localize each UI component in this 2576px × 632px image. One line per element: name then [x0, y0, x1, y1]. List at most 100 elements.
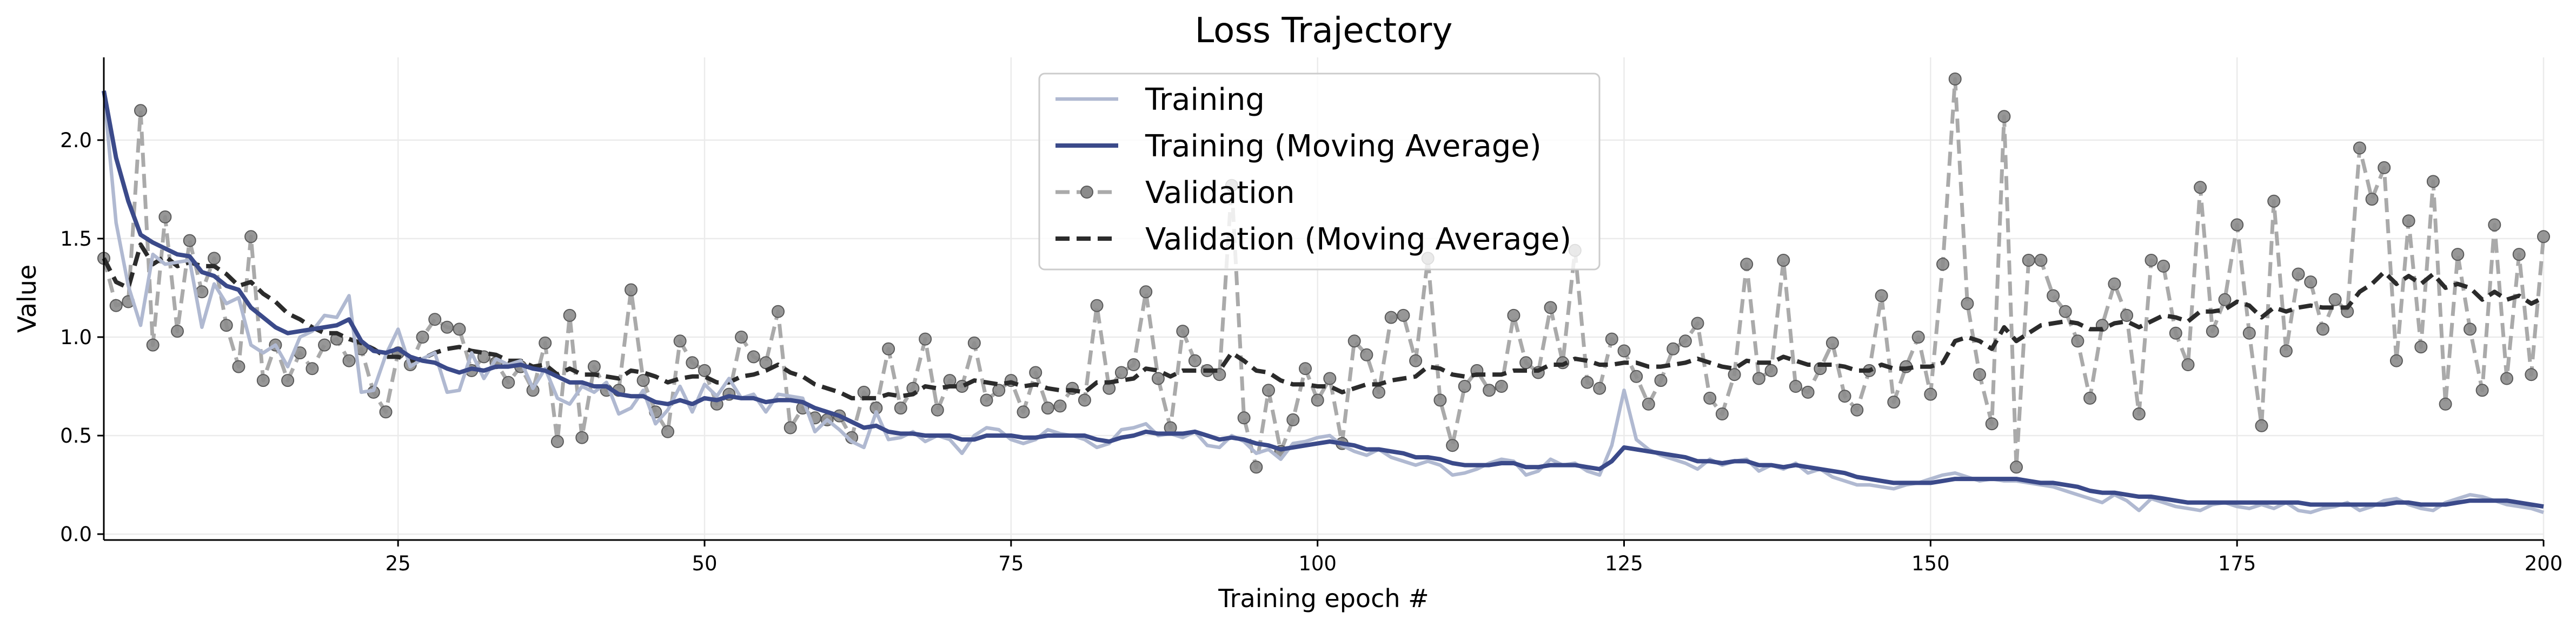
validation-point [747, 350, 760, 364]
legend-box [1038, 73, 1601, 271]
validation-point [1262, 384, 1275, 397]
validation-point [171, 325, 184, 338]
validation-point [1703, 391, 1717, 405]
validation-point [1825, 336, 1839, 350]
validation-point [1728, 368, 1741, 381]
validation-point [2047, 289, 2060, 302]
series-line-training [102, 90, 2544, 515]
validation-point [539, 336, 552, 350]
validation-point [1801, 385, 1815, 399]
validation-point [2145, 254, 2158, 267]
validation-point [2242, 326, 2256, 340]
validation-point [882, 342, 895, 356]
validation-point [2022, 254, 2035, 267]
validation-point [980, 393, 993, 407]
validation-point [894, 401, 907, 415]
validation-point [1311, 393, 1324, 407]
legend-label: Training [1145, 82, 1265, 117]
validation-point [502, 376, 515, 389]
validation-point [550, 435, 564, 448]
validation-point [636, 374, 650, 387]
validation-point [1961, 297, 1974, 311]
legend-rows: Training Training (Moving Average) Validat… [1055, 82, 1571, 257]
validation-point [1838, 390, 1851, 403]
validation-point [1127, 358, 1140, 371]
validation-point [306, 362, 319, 376]
validation-point [2279, 344, 2293, 358]
y-tick-label: 2.0 [60, 129, 92, 152]
validation-point [1789, 380, 1802, 393]
validation-point [784, 421, 797, 435]
y-tick-label: 0.5 [60, 424, 92, 447]
validation-point [1936, 258, 1949, 271]
series-line-training-moving-average [102, 90, 2544, 509]
y-axis-label: Value [12, 265, 42, 333]
validation-point [453, 322, 466, 336]
x-tick-label: 50 [692, 552, 717, 575]
validation-point [183, 234, 196, 247]
validation-point [1593, 381, 1606, 395]
validation-point [2475, 384, 2489, 397]
validation-point [1691, 317, 1704, 330]
validation-point [2537, 230, 2550, 243]
validation-point [1397, 308, 1410, 322]
x-tick-label: 200 [2525, 552, 2563, 575]
tick-layer: 25 50 75 100 125 150 175 200 0.0 0.5 1.0 1.5 2.0 [60, 129, 2562, 575]
chart-title: Loss Trajectory [1195, 11, 1453, 51]
validation-point [208, 252, 221, 265]
validation-point [2206, 325, 2219, 338]
validation-point [1017, 405, 1030, 419]
validation-point [1458, 380, 1471, 393]
validation-point [416, 331, 429, 344]
validation-point [563, 308, 576, 322]
validation-point [1875, 289, 1888, 302]
validation-point [109, 299, 123, 312]
validation-point [967, 336, 981, 350]
validation-point [2525, 368, 2538, 381]
validation-point [158, 210, 172, 223]
validation-point [2500, 372, 2513, 385]
validation-point [1617, 344, 1631, 358]
legend: Training Training (Moving Average) Validat… [1038, 73, 1601, 271]
validation-point [428, 313, 442, 326]
validation-point [1446, 439, 1459, 452]
validation-point [1409, 354, 1423, 367]
validation-point [2426, 175, 2440, 188]
validation-point [1764, 364, 1778, 377]
validation-point [1850, 403, 1864, 417]
validation-point [686, 356, 699, 370]
axes-layer [103, 57, 2544, 541]
validation-point [1323, 372, 1337, 385]
validation-point [2439, 397, 2452, 411]
validation-point [1384, 311, 1398, 324]
validation-point [1630, 370, 1643, 383]
validation-point [2120, 308, 2134, 322]
validation-point [244, 230, 258, 243]
validation-point [1078, 393, 1091, 407]
validation-point [1053, 399, 1067, 413]
x-tick-label: 75 [998, 552, 1024, 575]
validation-point [2451, 248, 2465, 261]
validation-point [1029, 366, 1043, 379]
validation-point [1237, 411, 1251, 425]
validation-point [1887, 396, 1901, 409]
x-tick-label: 125 [1605, 552, 1643, 575]
validation-point [2255, 419, 2268, 432]
x-axis-label: Training epoch # [1218, 584, 1429, 613]
validation-point [1372, 385, 1385, 399]
validation-point [1948, 73, 1962, 85]
validation-point [673, 334, 687, 348]
validation-point [1299, 362, 1312, 376]
legend-label: Validation [1145, 175, 1295, 210]
validation-point [318, 338, 331, 352]
validation-point [1777, 254, 1790, 267]
validation-point [1495, 380, 1508, 393]
validation-point [2292, 267, 2305, 281]
validation-point [134, 104, 147, 117]
validation-point [232, 360, 245, 373]
validation-point [440, 320, 454, 334]
validation-point [1519, 356, 1533, 370]
validation-point [342, 354, 356, 367]
validation-point [2389, 354, 2403, 367]
